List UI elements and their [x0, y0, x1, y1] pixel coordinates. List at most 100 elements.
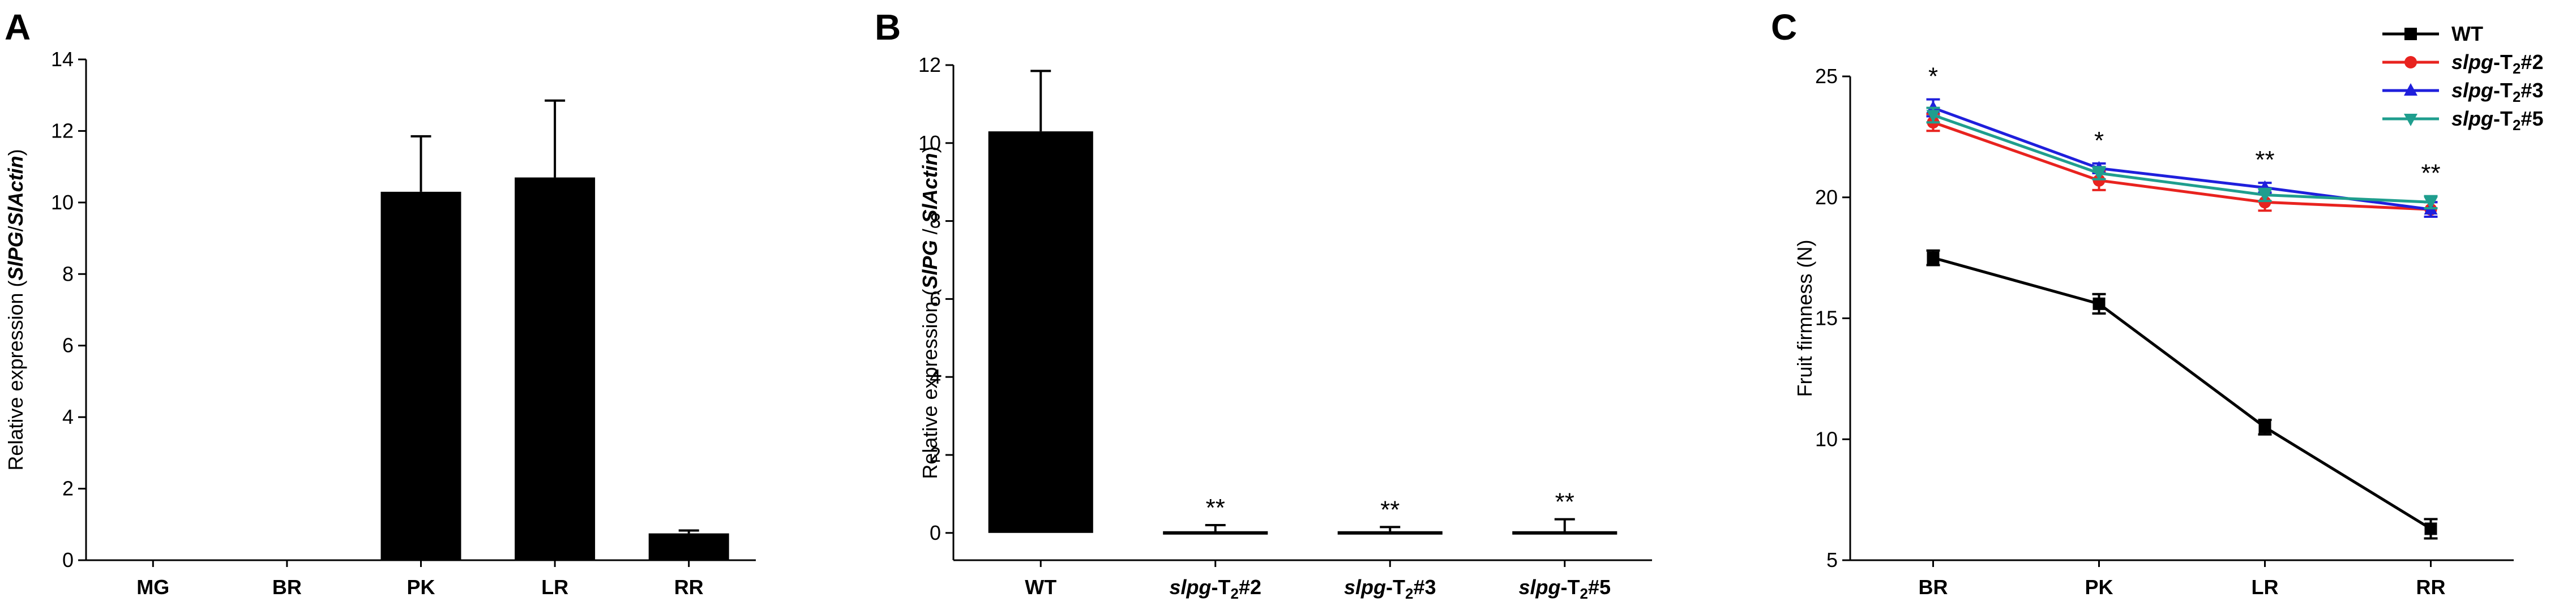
- x-tick-label-part: BR: [272, 575, 302, 599]
- x-tick-label-part: LR: [541, 575, 568, 599]
- series-line-group: [1926, 106, 2438, 210]
- legend-label-part: -T: [2493, 79, 2513, 102]
- significance-label: *: [2094, 127, 2104, 154]
- y-tick-label: 4: [62, 405, 74, 428]
- legend-label-part: #3: [2521, 79, 2543, 102]
- y-axis-label: Relative expression (SlPG / SlActin): [918, 146, 942, 479]
- x-tick-label-part: 2: [1231, 586, 1239, 602]
- series-line: [1932, 256, 2432, 530]
- legend-label-part: #5: [2521, 107, 2543, 130]
- data-point: [1926, 110, 1940, 123]
- panel-label: C: [1771, 7, 1797, 48]
- x-tick-label-part: PK: [406, 575, 435, 599]
- y-axis-label-part: ): [918, 146, 942, 153]
- x-tick-label: MG: [136, 575, 169, 599]
- y-tick-label: 0: [62, 548, 74, 572]
- bar: [648, 533, 729, 560]
- significance-label: **: [2421, 160, 2440, 187]
- panel-label: B: [875, 7, 901, 48]
- legend-label: slpg-T2#5: [2451, 107, 2543, 134]
- x-tick-label-part: slpg: [1519, 575, 1561, 599]
- y-axis-label-part: ): [4, 149, 27, 156]
- y-tick-label: 25: [1815, 65, 1838, 88]
- bar: [380, 191, 461, 561]
- x-tick-label-part: slpg: [1344, 575, 1386, 599]
- panel-a-bar-chart: 0 2 4 6 8 10 12 14 A MG BR PK LR RR Relative expressio…: [4, 7, 756, 599]
- legend-label-part: slpg: [2451, 79, 2493, 102]
- legend-label: WT: [2451, 22, 2483, 45]
- y-axis-label: Relative expression (SlPG/SlActin): [4, 149, 27, 470]
- legend-label-part: 2: [2513, 61, 2521, 77]
- data-point: [2404, 28, 2417, 40]
- legend-label: slpg-T2#2: [2451, 50, 2543, 77]
- panel-label: A: [5, 7, 31, 48]
- series-line: [1932, 121, 2431, 211]
- significance-label: **: [1380, 496, 1400, 523]
- y-tick-label: 10: [51, 191, 74, 214]
- y-tick-label: 8: [62, 262, 74, 285]
- x-tick-label: RR: [674, 575, 704, 599]
- x-tick-label-part: MG: [136, 575, 169, 599]
- series-line: [1932, 106, 2431, 211]
- y-tick-label: 6: [930, 287, 941, 310]
- legend-label-part: #2: [2521, 50, 2543, 74]
- x-tick-label: BR: [272, 575, 302, 599]
- data-point: [2424, 197, 2438, 210]
- x-tick-label: slpg-T2#3: [1344, 575, 1436, 602]
- data-point: [2258, 420, 2271, 433]
- y-tick-label: 12: [51, 119, 74, 142]
- y-tick-label: 8: [930, 209, 941, 233]
- legend-entry: slpg-T2#3: [2382, 79, 2543, 105]
- significance-label: **: [2255, 146, 2274, 174]
- data-point: [1927, 251, 1940, 264]
- legend-entry: WT: [2382, 22, 2483, 45]
- x-tick-label-part: #5: [1588, 575, 1611, 599]
- x-tick-label-part: -T: [1386, 575, 1405, 599]
- bar: [988, 131, 1093, 533]
- y-axis-label-part: SlActin: [918, 153, 942, 223]
- x-tick-label-part: #2: [1239, 575, 1261, 599]
- legend-label-part: -T: [2493, 107, 2513, 130]
- y-tick-label: 15: [1815, 307, 1838, 330]
- significance-label: **: [1555, 488, 1574, 516]
- x-tick-label-part: slpg: [1170, 575, 1212, 599]
- y-tick-label: 14: [51, 48, 74, 71]
- y-axis-label-part: Relative expression (: [918, 289, 942, 479]
- legend-label-part: WT: [2451, 22, 2483, 45]
- x-tick-label-part: -T: [1561, 575, 1580, 599]
- significance-label: **: [1206, 494, 1225, 522]
- y-tick-label: 4: [930, 365, 941, 388]
- x-tick-label-part: -T: [1212, 575, 1231, 599]
- data-point: [2424, 522, 2437, 535]
- data-point: [2404, 114, 2417, 126]
- bar: [515, 177, 596, 560]
- y-tick-label: 2: [62, 477, 74, 500]
- y-axis-label-part: SlPG: [4, 231, 27, 280]
- data-point: [2404, 83, 2417, 96]
- y-tick-label: 12: [918, 53, 941, 76]
- legend-label-part: 2: [2513, 89, 2521, 105]
- significance-label: *: [1928, 63, 1938, 91]
- y-axis-label-part: SlPG: [918, 240, 942, 289]
- data-point: [2258, 190, 2272, 203]
- series-line-group: [1926, 249, 2438, 540]
- x-tick-label: LR: [541, 575, 568, 599]
- x-tick-label: BR: [1919, 575, 1948, 599]
- y-tick-label: 10: [1815, 427, 1838, 450]
- y-axis-label-part: /: [4, 226, 27, 231]
- x-tick-label: PK: [406, 575, 435, 599]
- x-tick-label: LR: [2252, 575, 2279, 599]
- x-tick-label-part: WT: [1025, 575, 1056, 599]
- legend-entry: slpg-T2#5: [2382, 107, 2543, 134]
- legend-entry: slpg-T2#2: [2382, 50, 2543, 77]
- y-axis-label-part: SlActin: [4, 156, 27, 226]
- x-tick-label: WT: [1025, 575, 1056, 599]
- legend-label-part: 2: [2513, 118, 2521, 134]
- data-point: [2093, 297, 2106, 310]
- x-tick-label-part: 2: [1405, 586, 1413, 602]
- data-point: [2404, 56, 2417, 68]
- x-tick-label-part: RR: [674, 575, 704, 599]
